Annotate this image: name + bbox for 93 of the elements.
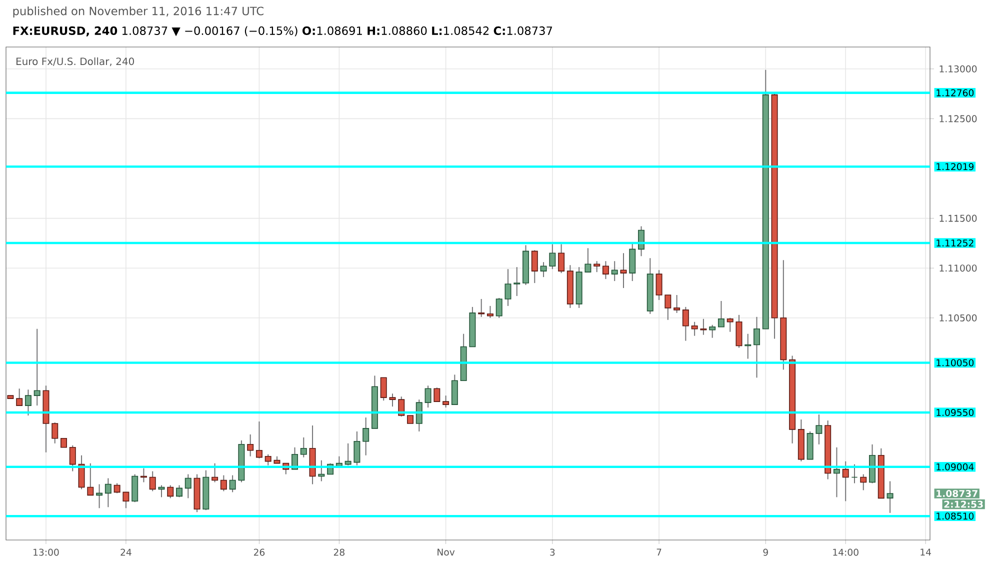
x-tick-label: 7 bbox=[656, 548, 662, 556]
candlestick bbox=[504, 268, 512, 306]
candlestick bbox=[700, 318, 707, 336]
y-tick-label: 1.13000 bbox=[940, 65, 977, 72]
candlestick bbox=[96, 484, 103, 509]
candlestick bbox=[247, 434, 254, 457]
candlestick bbox=[584, 248, 592, 273]
candlestick bbox=[851, 464, 858, 484]
candlestick bbox=[718, 300, 724, 328]
candlestick bbox=[531, 250, 538, 284]
candlestick bbox=[220, 474, 227, 492]
candlestick bbox=[442, 395, 450, 408]
candlestick bbox=[344, 442, 352, 466]
candlestick bbox=[380, 377, 387, 402]
candlestick bbox=[34, 328, 40, 406]
candlestick bbox=[833, 446, 840, 498]
candlestick bbox=[594, 260, 600, 273]
x-tick-label: 26 bbox=[254, 548, 265, 556]
candlestick bbox=[514, 266, 520, 296]
candlestick bbox=[486, 305, 494, 318]
x-tick-label: 3 bbox=[550, 548, 555, 556]
candlestick bbox=[886, 480, 894, 514]
candlestick bbox=[52, 422, 58, 444]
ref-line-label: 1.11252 bbox=[936, 239, 974, 247]
ref-line-label: 1.10050 bbox=[936, 359, 974, 366]
candlestick bbox=[389, 393, 396, 408]
candlestick bbox=[451, 374, 458, 406]
candlestick bbox=[558, 244, 565, 274]
candlestick bbox=[726, 317, 734, 332]
candlestick bbox=[149, 470, 156, 492]
y-tick-label: 1.10500 bbox=[940, 314, 977, 322]
candlestick bbox=[496, 297, 502, 318]
candlestick bbox=[860, 474, 867, 491]
text: 1.08737 bbox=[936, 490, 978, 498]
candlestick bbox=[176, 484, 182, 498]
candlestick bbox=[184, 474, 192, 499]
candlestick bbox=[229, 474, 236, 493]
ref-line-label: 1.12019 bbox=[936, 163, 974, 170]
candlestick bbox=[362, 416, 370, 456]
candlestick bbox=[158, 484, 165, 498]
candlestick bbox=[87, 462, 94, 496]
candlestick bbox=[620, 252, 627, 289]
x-tick-label: Nov bbox=[438, 548, 455, 556]
candlestick bbox=[664, 294, 672, 320]
chart-subtitle: published on November 11, 2016 11:47 UTC bbox=[13, 6, 264, 18]
candlestick bbox=[122, 492, 130, 509]
x-tick-label: 14 bbox=[920, 548, 931, 556]
candlestick bbox=[300, 436, 307, 458]
candlestick bbox=[709, 324, 716, 338]
candlestick bbox=[167, 484, 174, 499]
candlestick bbox=[16, 388, 23, 406]
candlestick bbox=[816, 414, 822, 445]
candlestick bbox=[656, 270, 662, 300]
candlestick bbox=[256, 420, 262, 459]
annotation: Euro Fx/U.S. Dollar, 240 bbox=[16, 57, 134, 66]
candlestick bbox=[69, 444, 76, 472]
candlestick bbox=[754, 316, 760, 378]
candlestick bbox=[78, 454, 85, 490]
ref-line-label: 1.08510 bbox=[936, 512, 974, 520]
candlestick bbox=[114, 482, 120, 494]
candlestick bbox=[264, 454, 272, 466]
candlestick bbox=[24, 389, 32, 416]
candlestick bbox=[318, 460, 325, 482]
candlestick bbox=[682, 306, 689, 342]
candlestick bbox=[416, 399, 422, 432]
candlestick bbox=[104, 478, 112, 508]
candlestick bbox=[549, 244, 556, 270]
candlestick bbox=[611, 260, 618, 282]
candlestick bbox=[691, 321, 698, 336]
y-tick-label: 1.11500 bbox=[940, 214, 977, 222]
chart-title: FX:EURUSD, 240 1.08737 ▼ −0.00167 (−0.15%) O:1.08691 H:1.08860 L:1.08542 C:1.08737 bbox=[13, 26, 552, 36]
candlestick bbox=[212, 462, 218, 483]
y-tick-label: 1.12500 bbox=[940, 115, 977, 122]
candlestick bbox=[629, 242, 636, 282]
y-tick-label: 1.11000 bbox=[940, 264, 977, 272]
candlestick bbox=[602, 260, 609, 280]
x-tick-label: 24 bbox=[120, 548, 132, 556]
x-tick-label: 13:00 bbox=[34, 548, 59, 556]
x-tick-label: 9 bbox=[763, 548, 768, 556]
ref-line-label: 1.12760 bbox=[936, 89, 974, 96]
candlestick bbox=[540, 262, 547, 278]
candlestick bbox=[424, 385, 432, 408]
candlestick bbox=[434, 387, 440, 402]
ref-line-label: 1.09004 bbox=[936, 463, 974, 470]
x-tick-label: 14:00 bbox=[833, 548, 858, 556]
text: 2:12:53 bbox=[944, 500, 983, 508]
candlestick bbox=[354, 430, 360, 466]
candlestick bbox=[842, 460, 849, 502]
x-tick-label: 28 bbox=[334, 548, 344, 556]
candlestick bbox=[736, 314, 742, 348]
candlestick bbox=[478, 298, 485, 318]
candlestick bbox=[674, 294, 680, 314]
ref-line-label: 1.09550 bbox=[936, 408, 974, 416]
